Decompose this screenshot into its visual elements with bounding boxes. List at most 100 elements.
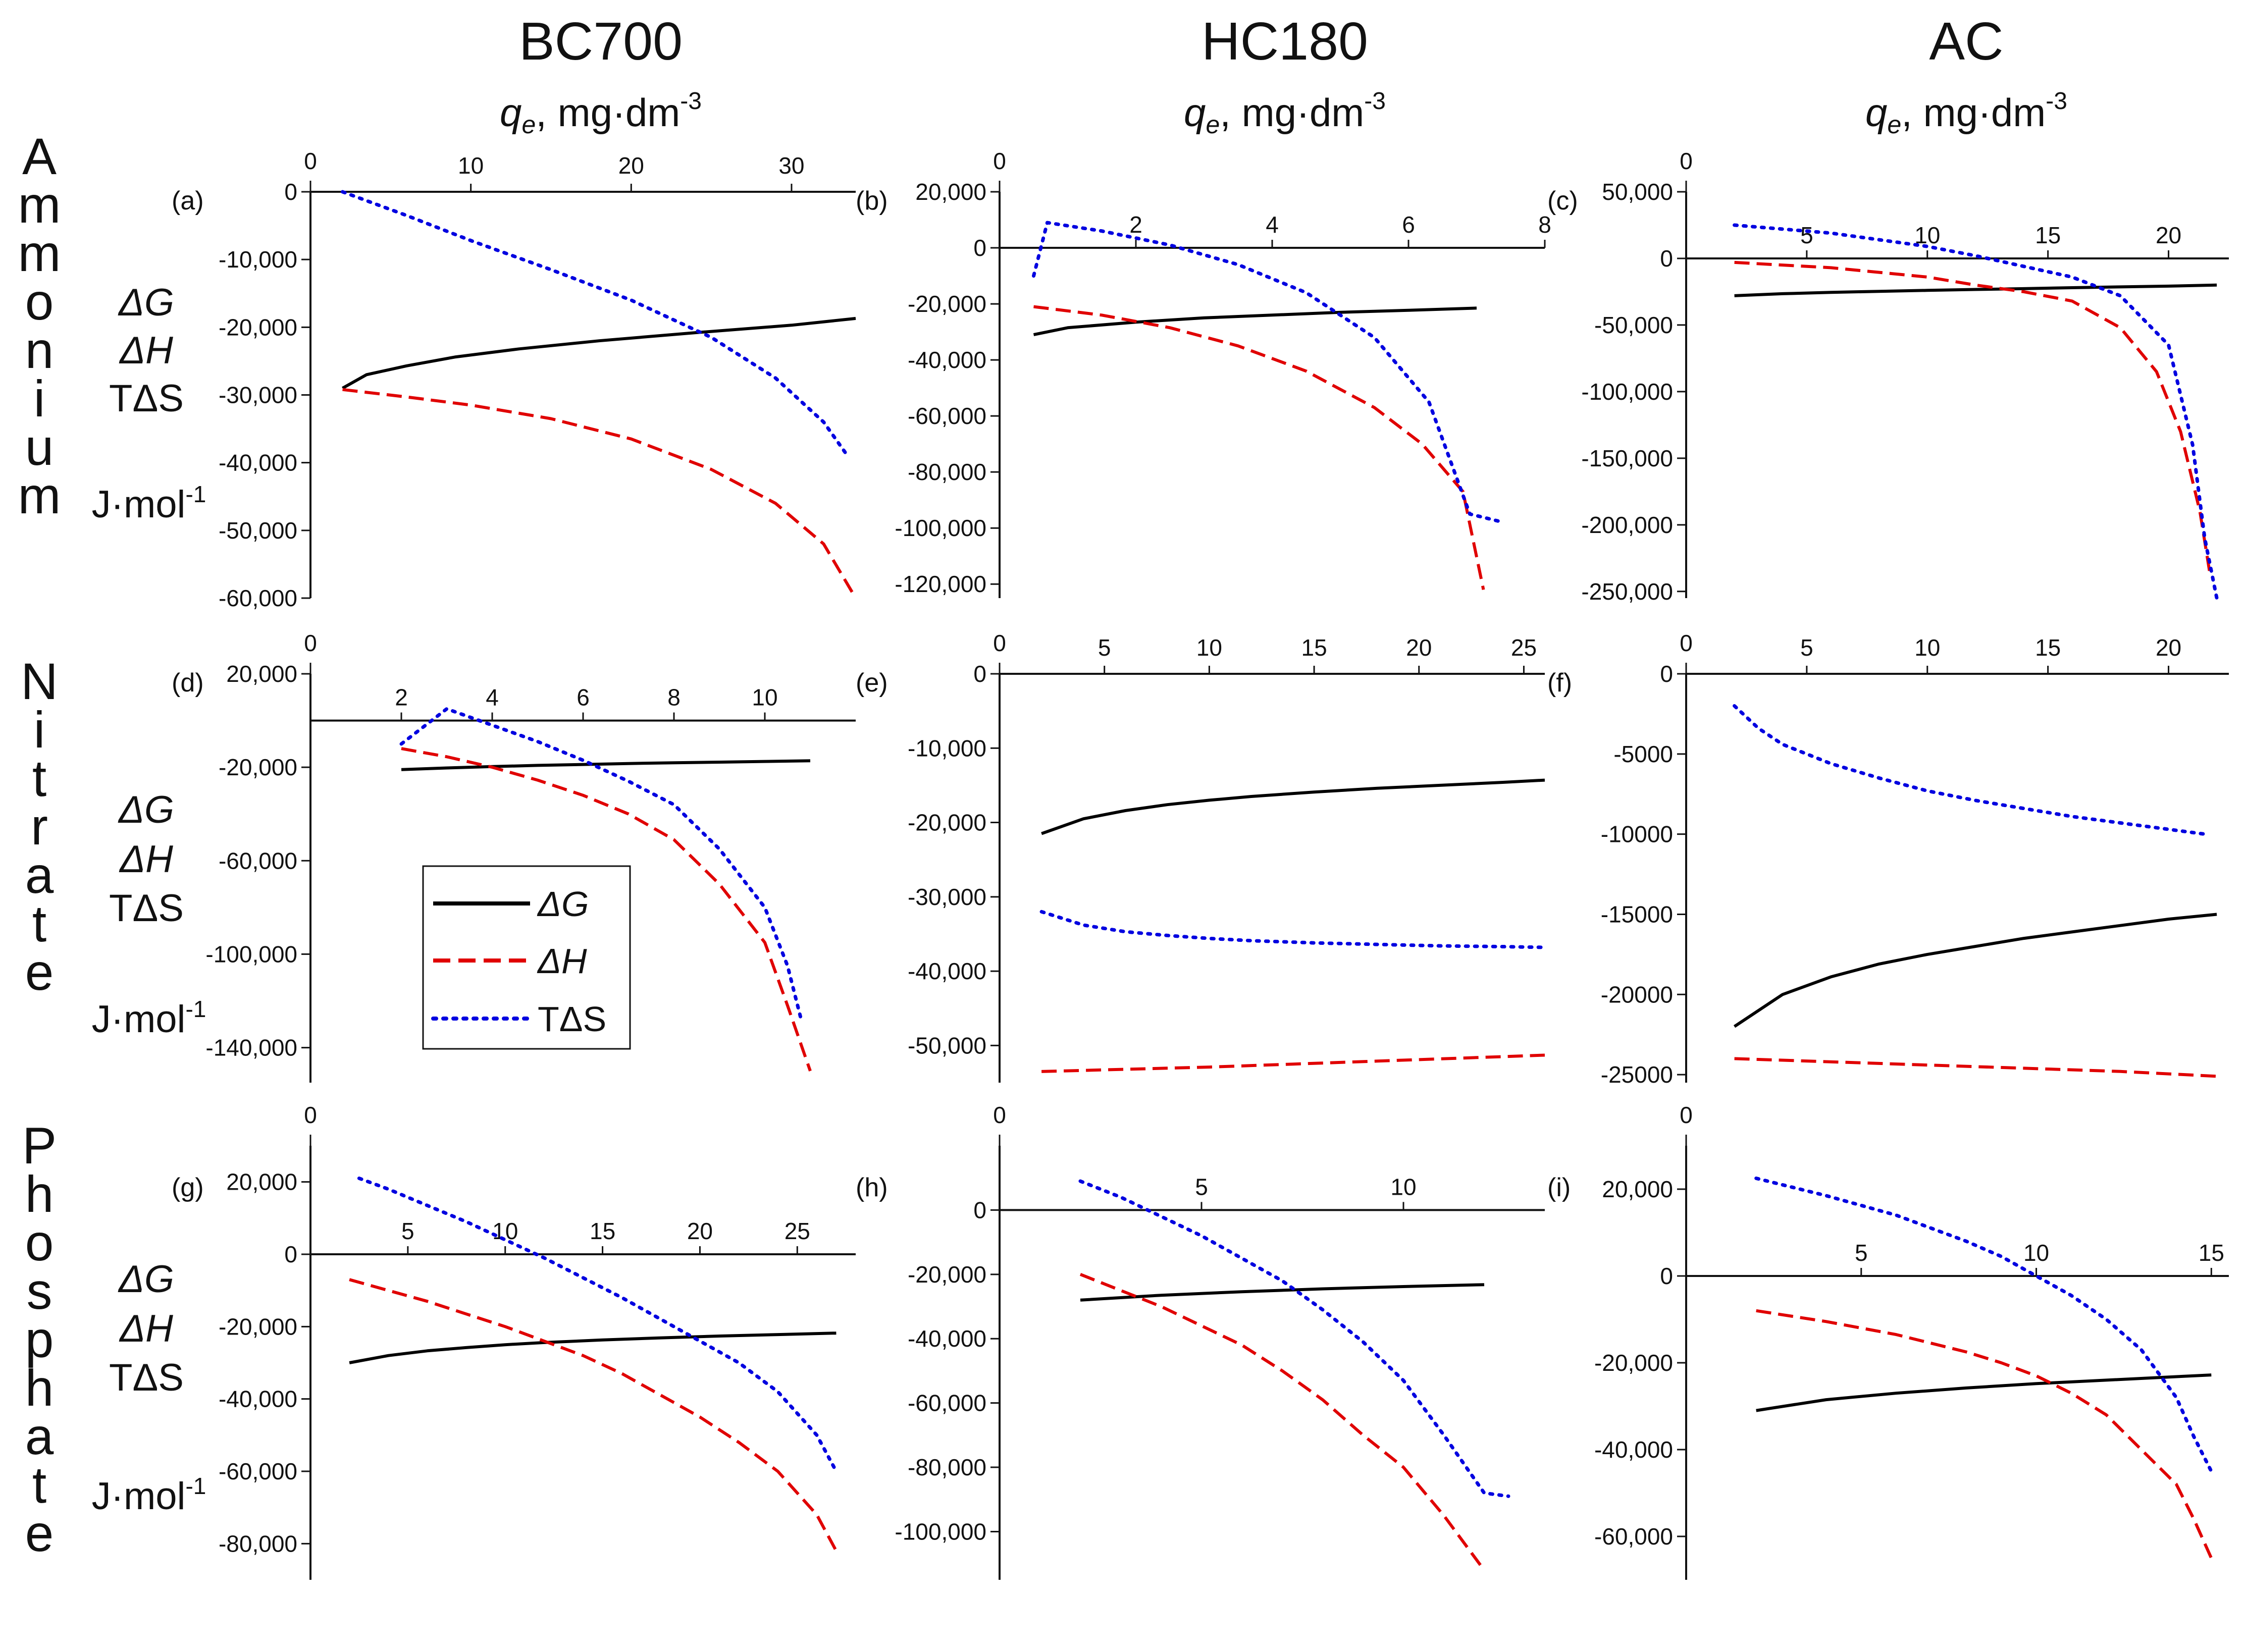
x-tick-label: 10 <box>1390 1174 1416 1200</box>
series-line <box>1733 223 2219 600</box>
column-title-hc180: HC180 <box>1202 12 1368 71</box>
series-line <box>1733 913 2217 1028</box>
y-tick-label: -60,000 <box>219 847 297 874</box>
qe-exponent: -3 <box>1364 88 1386 115</box>
y-tick-label: 50,000 <box>1602 179 1673 205</box>
y-label-exponent: -1 <box>185 996 206 1022</box>
panels: (a) 0-10,000-20,000-30,000-40,000-50,000-… <box>172 148 2229 1580</box>
y-axis-label-row1: ΔG ΔH TΔS J·mol-1 <box>92 281 206 526</box>
row-title-letter: e <box>25 1505 54 1562</box>
row-title-letter: t <box>32 895 46 952</box>
series-line <box>1041 778 1545 835</box>
y-tick-label: -40,000 <box>908 347 986 373</box>
y-tick-label: -60,000 <box>908 1390 986 1416</box>
column-title-bc700: BC700 <box>519 12 683 71</box>
series-line <box>1079 1273 1486 1571</box>
legend-label-dg: ΔG <box>537 884 589 924</box>
svg-text:qe, mg·dm-3: qe, mg·dm-3 <box>1865 88 2067 139</box>
y-tick-label: -10,000 <box>219 246 297 273</box>
row-title-letter: i <box>34 701 45 759</box>
chart-panel-h: (h) 0 -20,000 -40,000 -60,000 -80,000 -100,000… <box>856 1102 1545 1580</box>
x-tick-label: 15 <box>2035 634 2061 661</box>
qe-units: , mg·dm <box>1220 90 1364 135</box>
qe-symbol: q <box>1184 90 1206 135</box>
y-tick-label: -60,000 <box>219 585 297 611</box>
y-tick-label: -20,000 <box>219 314 297 340</box>
chart-panel-c: (c) 50,000 0 -50,000 -100,000 -150,000 -200,00… <box>1547 148 2229 605</box>
y-label-dg: ΔG <box>118 788 174 831</box>
series-line <box>1733 704 2207 836</box>
y-tick-label: -40,000 <box>219 450 297 476</box>
legend: ΔG ΔH TΔS <box>422 865 631 1050</box>
x-tick-label: 10 <box>458 152 484 179</box>
qe-symbol: q <box>500 90 521 135</box>
x-tick-label: 25 <box>785 1218 810 1244</box>
qe-units: , mg·dm <box>536 90 680 135</box>
row-title-letter: h <box>25 1165 54 1223</box>
y-label-units: J·mol <box>92 998 186 1041</box>
y-tick-label: 0 <box>284 179 297 205</box>
y-tick-label: -100,000 <box>895 515 986 541</box>
x-tick-label: 20 <box>1406 634 1432 661</box>
y-label-dh: ΔH <box>119 1307 173 1350</box>
y-tick-label: -40,000 <box>908 958 986 984</box>
svg-text:J·mol-1: J·mol-1 <box>92 1473 206 1518</box>
series-line <box>349 1278 838 1552</box>
series-line <box>399 707 803 1022</box>
series-line <box>1080 1283 1485 1302</box>
panel-label: (g) <box>172 1173 204 1202</box>
x-zero-label: 0 <box>993 148 1006 174</box>
x-axis-label-col1: qe, mg·dm-3 <box>500 88 702 139</box>
y-label-tds: TΔS <box>109 887 184 930</box>
panel-label: (h) <box>856 1173 888 1202</box>
row-title-letter: s <box>27 1262 53 1320</box>
x-tick-label: 5 <box>1800 634 1813 661</box>
x-zero-label: 0 <box>304 630 317 656</box>
series-line <box>1032 221 1506 524</box>
y-tick-label: -25000 <box>1601 1061 1673 1088</box>
row-title-letter: P <box>22 1117 57 1175</box>
y-tick-label: -80,000 <box>908 459 986 485</box>
y-axis-label-row3: ΔG ΔH TΔS J·mol-1 <box>92 1258 206 1518</box>
x-tick-label: 2 <box>1129 211 1142 238</box>
y-label-units: J·mol <box>92 483 186 526</box>
x-tick-label: 15 <box>590 1218 615 1244</box>
row-title-letter: A <box>22 128 57 185</box>
panel-label: (a) <box>172 186 204 216</box>
y-label-units: J·mol <box>92 1475 186 1518</box>
row-title-letter: u <box>25 418 54 476</box>
x-tick-label: 10 <box>752 684 777 711</box>
y-tick-label: 0 <box>973 1197 986 1223</box>
y-tick-label: 20,000 <box>915 179 986 205</box>
x-tick-label: 10 <box>1914 634 1940 661</box>
y-tick-label: -20,000 <box>908 291 986 317</box>
y-label-exponent: -1 <box>185 481 206 507</box>
y-tick-label: -80,000 <box>908 1454 986 1480</box>
qe-exponent: -3 <box>2046 88 2067 115</box>
chart-panel-a: (a) 0-10,000-20,000-30,000-40,000-50,000-… <box>172 148 857 611</box>
x-tick-label: 30 <box>778 152 804 179</box>
chart-panel-d: (d) 20,000 -20,000 -60,000 -100,000 -140,000 0… <box>172 630 856 1083</box>
x-axis-label-col3: qe, mg·dm-3 <box>1865 88 2067 139</box>
x-tick-label: 20 <box>618 152 644 179</box>
x-tick-label: 20 <box>2156 222 2181 248</box>
row-title-letter: t <box>32 750 46 807</box>
x-axis-label-col2: qe, mg·dm-3 <box>1184 88 1386 139</box>
chart-panel-b: (b) 20,000 0 -20,000 -40,000 -60,000 -80,000 -1… <box>856 148 1551 598</box>
y-tick-label: -5000 <box>1613 741 1673 767</box>
x-zero-label: 0 <box>1680 1102 1693 1128</box>
x-tick-label: 4 <box>1266 211 1279 238</box>
series-line <box>342 388 857 599</box>
y-axis-label-row2: ΔG ΔH TΔS J·mol-1 <box>92 788 206 1041</box>
y-label-dh: ΔH <box>119 329 173 372</box>
qe-subscript: e <box>521 111 536 139</box>
y-tick-label: 20,000 <box>226 661 297 687</box>
x-tick-label: 8 <box>1538 211 1551 238</box>
x-tick-label: 6 <box>1402 211 1415 238</box>
series-line <box>1734 283 2217 297</box>
x-tick-label: 10 <box>2023 1240 2049 1266</box>
